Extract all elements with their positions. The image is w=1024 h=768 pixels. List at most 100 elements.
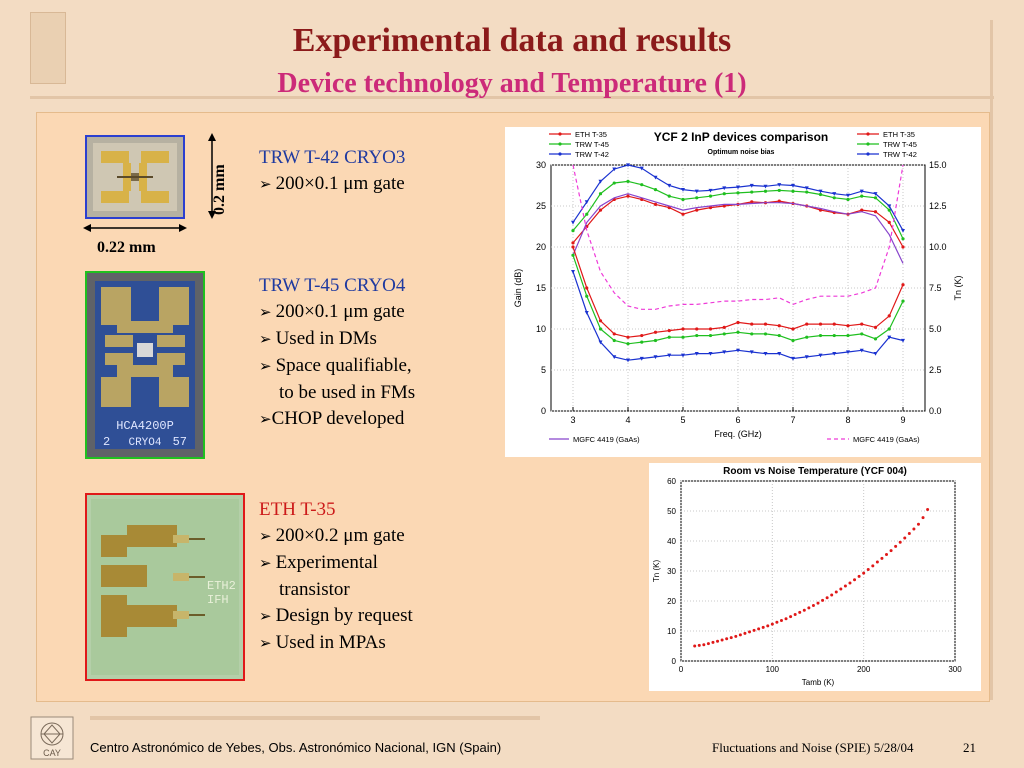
- y-tick-label: 20: [536, 242, 546, 252]
- data-point: [653, 202, 658, 206]
- data-point: [901, 229, 905, 233]
- device-name: TRW T-45 CRYO4: [259, 275, 406, 296]
- arrow-bullet-icon: ➢: [259, 177, 272, 193]
- legend-marker: [558, 142, 562, 146]
- data-point: [818, 333, 823, 338]
- data-point: [834, 590, 838, 594]
- data-point: [571, 220, 575, 225]
- data-point: [722, 204, 726, 208]
- data-point: [750, 322, 754, 326]
- data-point: [779, 619, 783, 622]
- data-point: [585, 286, 589, 290]
- legend-label: TRW T-45: [575, 140, 609, 149]
- data-point: [777, 333, 781, 338]
- y-tick-label: 20: [667, 597, 676, 606]
- y2-tick-label: 0.0: [929, 406, 942, 416]
- data-point: [873, 192, 878, 196]
- list-item: ➢ Design by request: [259, 605, 413, 626]
- y2-tick-label: 7.5: [929, 283, 942, 293]
- dimension-height-arrow: [208, 133, 216, 219]
- legend-label: MGFC 4419 (GaAs): [573, 435, 640, 444]
- data-point: [626, 179, 630, 183]
- data-point: [761, 625, 765, 629]
- footer-institution: Centro Astronómico de Yebes, Obs. Astron…: [90, 740, 502, 755]
- data-point: [805, 335, 809, 339]
- x-axis-label: Tamb (K): [802, 678, 835, 687]
- legend-marker: [866, 132, 870, 136]
- data-point: [695, 208, 699, 212]
- arrow-bullet-icon: ➢: [259, 636, 272, 652]
- data-point: [763, 184, 768, 189]
- data-point: [791, 327, 795, 331]
- data-point: [626, 358, 630, 363]
- data-point: [695, 196, 699, 200]
- list-item-continued: transistor: [279, 579, 350, 600]
- y-tick-label: 0: [541, 406, 546, 416]
- data-point: [716, 639, 720, 643]
- data-point: [887, 208, 891, 212]
- data-point: [832, 192, 837, 196]
- data-point: [729, 636, 733, 640]
- data-point: [708, 194, 713, 198]
- data-point: [681, 335, 685, 339]
- data-point: [695, 333, 699, 338]
- data-point: [640, 333, 644, 338]
- data-point: [866, 568, 870, 571]
- data-point: [860, 322, 864, 326]
- x-tick-label: 0: [679, 665, 684, 674]
- data-point: [736, 185, 740, 190]
- data-point: [722, 332, 726, 336]
- x-axis-label: Freq. (GHz): [714, 429, 762, 439]
- data-point: [722, 350, 727, 355]
- y-tick-label: 60: [667, 477, 676, 486]
- list-item: ➢ 200×0.1 μm gate: [259, 301, 405, 322]
- data-point: [916, 522, 920, 526]
- svg-text:CAY: CAY: [43, 748, 61, 758]
- y-axis-label: Tn (K): [652, 560, 661, 583]
- arrow-bullet-icon: ➢: [259, 412, 272, 428]
- data-point: [653, 338, 658, 343]
- cay-logo: CAY: [30, 716, 74, 760]
- data-point: [885, 553, 888, 556]
- data-point: [722, 192, 726, 196]
- data-point: [873, 196, 878, 200]
- dimension-width-arrow: [83, 224, 187, 232]
- list-item: ➢ Experimental: [259, 552, 378, 573]
- legend-marker: [558, 152, 562, 156]
- data-point: [775, 620, 779, 624]
- y-tick-label: 10: [667, 627, 676, 636]
- cay-logo-icon: CAY: [30, 716, 74, 760]
- data-point: [821, 598, 825, 602]
- data-point: [738, 633, 742, 637]
- data-point: [695, 327, 699, 331]
- data-point: [857, 574, 861, 578]
- footer-conference: Fluctuations and Noise (SPIE) 5/28/04: [712, 740, 914, 755]
- data-point: [887, 204, 892, 209]
- data-point: [887, 314, 891, 318]
- data-point: [807, 606, 811, 610]
- data-point: [846, 350, 850, 355]
- arrow-bullet-icon: ➢: [259, 609, 272, 625]
- legend-label: ETH T-35: [883, 130, 915, 139]
- data-point: [873, 210, 878, 214]
- room-noise-chart: 0 100 200 300 0 10 20 30 40 50 60 Tamb (K) Tn (K) Roo…: [649, 463, 981, 691]
- data-point: [681, 353, 685, 358]
- data-point: [887, 327, 891, 331]
- x-tick-label: 8: [845, 415, 850, 425]
- data-point: [832, 352, 837, 356]
- data-point: [816, 601, 820, 605]
- decorative-line: [990, 20, 993, 700]
- data-point: [873, 325, 878, 329]
- data-point: [653, 175, 658, 180]
- data-point: [859, 189, 864, 194]
- data-point: [832, 322, 836, 326]
- y2-tick-label: 12.5: [929, 201, 947, 211]
- data-point: [626, 342, 630, 346]
- gain-noise-chart: 3 4 5 6 7 8 9 0 5 10 15 20 25 30 0.0 2.5 5.0 7.5 10.0 12.5 1…: [505, 127, 981, 457]
- list-item-continued: to be used in FMs: [279, 382, 416, 403]
- data-point: [825, 596, 829, 600]
- y-tick-label: 25: [536, 201, 546, 211]
- data-point: [681, 197, 685, 202]
- data-point: [763, 332, 768, 336]
- chip-drawing-eth: ETH2 IFH: [91, 499, 239, 675]
